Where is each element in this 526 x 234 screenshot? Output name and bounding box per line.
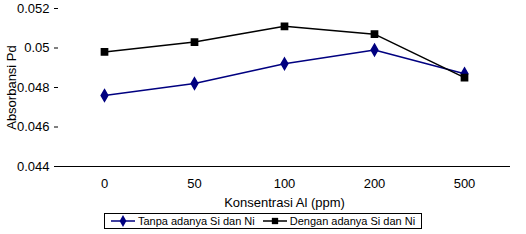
svg-text:0.048: 0.048 bbox=[17, 80, 50, 95]
svg-text:100: 100 bbox=[274, 176, 296, 191]
html-text:Dengan adanya Si dan Ni: Dengan adanya Si dan Ni bbox=[289, 215, 416, 227]
svg-text:0.052: 0.052 bbox=[17, 1, 50, 16]
svg-text:0.05: 0.05 bbox=[24, 40, 49, 55]
svg-text:0.044: 0.044 bbox=[17, 159, 50, 174]
html-text:Tanpa adanya Si dan Ni: Tanpa adanya Si dan Ni bbox=[137, 215, 255, 227]
svg-text:500: 500 bbox=[454, 176, 476, 191]
svg-text:Konsentrasi Al (ppm): Konsentrasi Al (ppm) bbox=[224, 195, 345, 210]
svg-text:0: 0 bbox=[101, 176, 108, 191]
svg-text:50: 50 bbox=[187, 176, 201, 191]
svg-text:200: 200 bbox=[364, 176, 386, 191]
svg-text:0.046: 0.046 bbox=[17, 119, 50, 134]
svg-text:Absorbansi Pd: Absorbansi Pd bbox=[4, 45, 19, 130]
